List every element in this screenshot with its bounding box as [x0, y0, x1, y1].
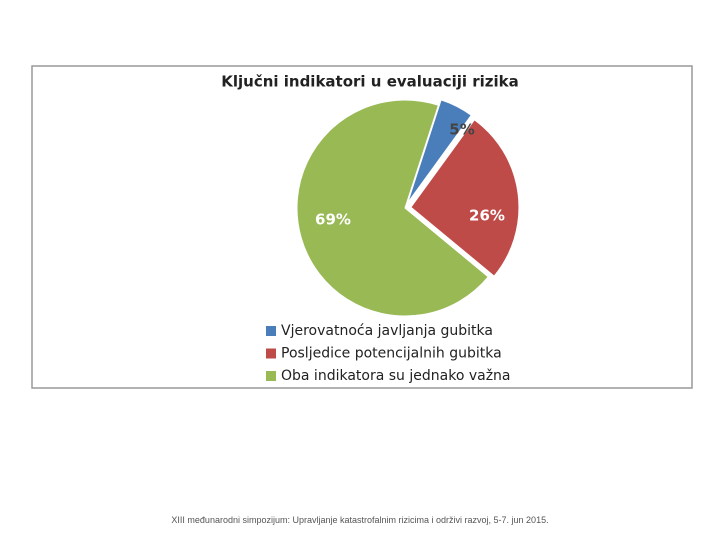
legend-label: Posljedice potencijalnih gubitka [281, 346, 502, 362]
pie-slice [296, 99, 489, 317]
legend-swatch [266, 348, 276, 359]
data-label: 26% [469, 207, 505, 225]
pie-slice [407, 99, 472, 203]
legend-label: Vjerovatnoća javljanja gubitka [281, 323, 493, 339]
footer: XIII međunarodni simpozijum: Upravljanje… [171, 515, 549, 525]
data-label: 69% [315, 211, 351, 229]
legend-swatch [266, 326, 276, 336]
legend-label: Oba indikatora su jednako važna [281, 368, 511, 384]
pie-slice [410, 119, 520, 277]
chart-title: Ključni indikatori u evaluaciji rizika [221, 73, 519, 91]
data-label: 5% [449, 121, 474, 139]
legend-swatch [266, 371, 276, 381]
